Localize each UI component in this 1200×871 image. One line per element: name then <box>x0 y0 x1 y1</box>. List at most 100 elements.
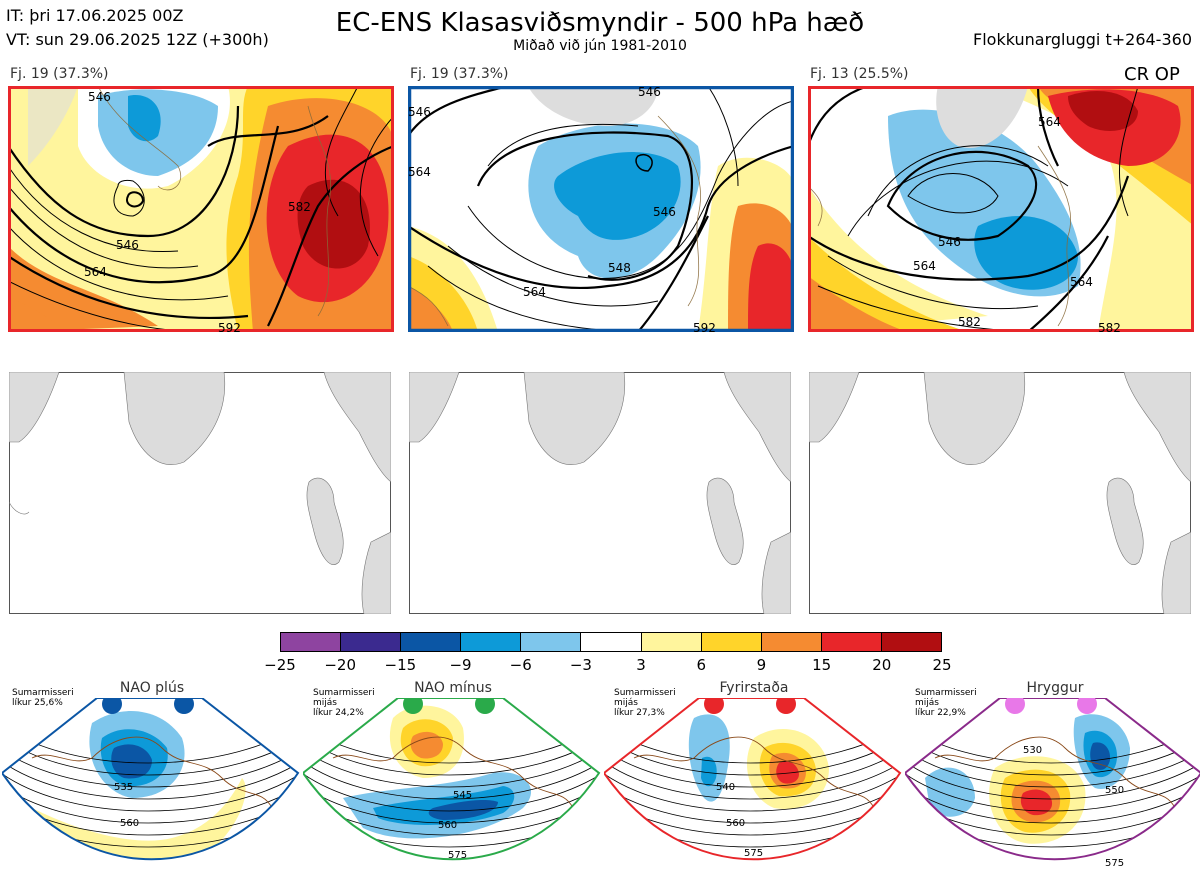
contour-label: 560 <box>120 818 139 829</box>
anomaly-shade <box>111 744 152 779</box>
contour-label: 575 <box>448 850 467 861</box>
coastline <box>31 736 273 809</box>
contour-label: 535 <box>114 782 133 793</box>
colorbar-swatch <box>641 633 702 651</box>
header-times: IT: þri 17.06.2025 00Z VT: sun 29.06.202… <box>6 4 269 52</box>
height-contour <box>604 741 900 788</box>
contour-label: 592 <box>693 321 716 332</box>
contour-label: 546 <box>638 86 661 99</box>
colorbar-tick-label: −6 <box>509 656 532 674</box>
contour-label: 560 <box>726 818 745 829</box>
panel-3-label: Fj. 13 (25.5%) <box>810 66 909 82</box>
colorbar-tick-label: −9 <box>449 656 472 674</box>
height-contour <box>604 765 900 812</box>
contour-label: 548 <box>608 261 631 275</box>
contour-label: 564 <box>523 285 546 299</box>
contour-label: 582 <box>1098 321 1121 332</box>
colorbar-tick-label: −15 <box>384 656 417 674</box>
regime-note-line: líkur 22,9% <box>915 708 966 718</box>
regime-note-line: Sumarmisseri <box>12 688 74 698</box>
height-contour <box>303 741 599 788</box>
height-contour <box>604 777 900 824</box>
regime-dot <box>1077 698 1097 714</box>
regime-note: Sumarmisseri mijás líkur 22,9% <box>915 688 977 718</box>
anomaly-shade <box>1020 789 1053 816</box>
colorbar-tick-label: 20 <box>872 656 892 674</box>
anomaly-shade <box>925 767 975 817</box>
height-contour <box>905 753 1200 800</box>
regime-note-line: líkur 27,3% <box>614 708 665 718</box>
empty-map-2 <box>409 372 791 614</box>
contour-label: 540 <box>716 782 735 793</box>
colorbar-tick-label: −25 <box>264 656 296 674</box>
contour-label: 546 <box>116 238 139 252</box>
colorbar-swatch <box>761 633 822 651</box>
regime-map: 535 560 <box>2 698 300 861</box>
regime-note-line: Sumarmisseri <box>614 688 676 698</box>
regime-map: 530 550 575 <box>905 698 1200 869</box>
init-time: IT: þri 17.06.2025 00Z <box>6 6 184 25</box>
colorbar-tick-label: −3 <box>569 656 592 674</box>
anomaly-shade <box>776 761 799 784</box>
contour-label: 582 <box>958 315 981 329</box>
regime-note-line: líkur 24,2% <box>313 708 364 718</box>
height-contour <box>303 753 599 800</box>
colorbar-swatch <box>881 633 942 651</box>
regime-note-line: Sumarmisseri <box>915 688 977 698</box>
colorbar-swatch <box>401 633 462 651</box>
page-subtitle: Miðað við jún 1981-2010 <box>513 38 687 54</box>
contour-label: 546 <box>408 105 431 119</box>
regime-map: 540 560 575 <box>604 698 902 861</box>
colorbar-swatch <box>461 633 522 651</box>
regime-dot <box>1005 698 1025 714</box>
height-contour <box>905 741 1200 788</box>
cluster-map-2: 546 564 546 548 564 546 592 <box>408 86 794 332</box>
regime-map: 545 560 575 <box>303 698 601 861</box>
colorbar-tick-label: 25 <box>932 656 952 674</box>
height-contour <box>303 765 599 812</box>
colorbar-tick-label: 6 <box>696 656 707 674</box>
regime-dot <box>704 698 724 714</box>
panel-1-label: Fj. 19 (37.3%) <box>10 66 109 82</box>
colorbar-swatch <box>281 633 342 651</box>
page-title: EC-ENS Klasasviðsmyndir - 500 hPa hæð <box>335 8 865 38</box>
colorbar-swatch <box>821 633 882 651</box>
regime-dot <box>475 698 495 714</box>
regime-outline <box>303 698 601 861</box>
anomaly-shade <box>428 800 498 820</box>
colorbar-swatch <box>341 633 402 651</box>
height-contour <box>2 765 298 812</box>
panel-2-label: Fj. 19 (37.3%) <box>410 66 509 82</box>
colorbar-swatch <box>701 633 762 651</box>
contour-label: 575 <box>1105 858 1124 869</box>
cluster-map-3: 564 546 564 564 582 582 <box>808 86 1194 332</box>
colorbar-swatch <box>521 633 582 651</box>
regime-note: Sumarmisseri líkur 25,6% <box>12 688 74 708</box>
regime-outline <box>905 698 1200 861</box>
cluster-map-1: 546 564 582 546 592 <box>8 86 394 332</box>
contour-label: 546 <box>938 235 961 249</box>
empty-map-3 <box>809 372 1191 614</box>
coastline <box>332 736 574 809</box>
regime-note-line: mijás <box>915 698 939 708</box>
colorbar-tick-label: 15 <box>812 656 832 674</box>
regime-dot <box>403 698 423 714</box>
contour-label: 564 <box>1070 275 1093 289</box>
regime-title: Fyrirstaða <box>719 680 789 696</box>
height-contour <box>604 753 900 800</box>
colorbar <box>280 632 942 652</box>
coastline <box>934 736 1176 809</box>
height-contour <box>2 753 298 800</box>
height-contour <box>905 777 1200 824</box>
regime-note: Sumarmisseri mijás líkur 24,2% <box>313 688 375 718</box>
height-contour <box>303 777 599 824</box>
coastline <box>633 736 875 809</box>
regime-note-line: Sumarmisseri <box>313 688 375 698</box>
regime-outline <box>604 698 902 861</box>
regime-title: NAO plús <box>119 680 185 696</box>
regime-note-line: mijás <box>313 698 337 708</box>
contour-label: 564 <box>1038 115 1061 129</box>
cr-op-tag: CR OP <box>1124 64 1180 85</box>
anomaly-shade <box>410 731 443 759</box>
regime-dot <box>776 698 796 714</box>
